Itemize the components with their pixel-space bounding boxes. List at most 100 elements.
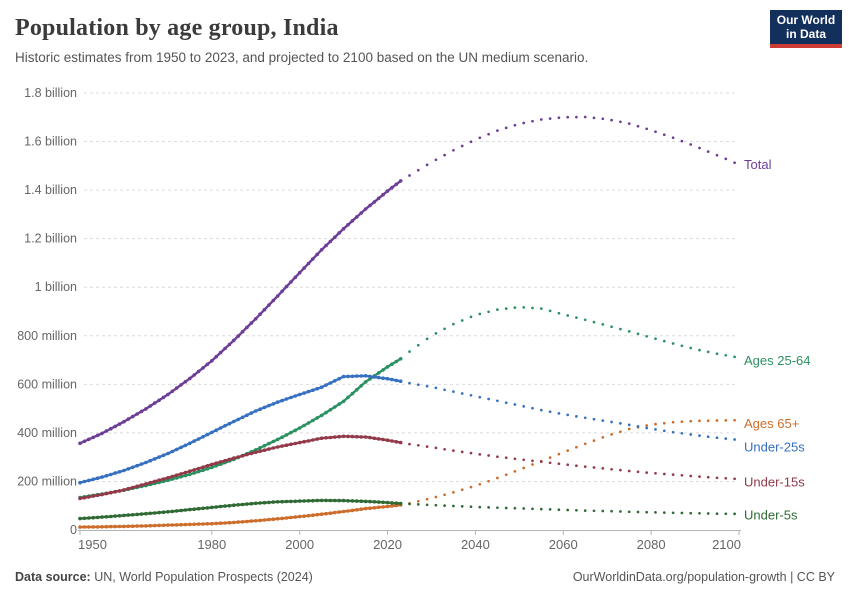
historic-point [398,179,403,183]
projected-point [408,442,411,446]
historic-point [135,524,139,528]
historic-point [205,432,210,437]
historic-point [100,525,104,529]
projected-point [724,437,728,440]
historic-point [161,523,166,528]
series-label[interactable]: Ages 65+ [744,416,799,431]
historic-point [376,437,381,441]
projected-point [504,126,508,130]
projected-point [416,499,420,503]
series-under-15s[interactable]: Under-15s [78,434,805,501]
historic-point [333,498,337,503]
projected-point [434,158,438,162]
projected-point [469,315,473,319]
historic-line[interactable] [79,357,402,499]
historic-point [363,374,368,378]
historic-point [328,435,333,440]
projected-point [557,311,561,315]
historic-point [82,495,87,500]
series-label[interactable]: Total [744,157,772,172]
historic-point [95,493,100,498]
historic-point [381,376,385,381]
historic-point [297,514,302,519]
historic-point [183,443,188,448]
historic-point [223,424,227,428]
series-ages-65-[interactable]: Ages 65+ [78,416,799,529]
historic-point [258,446,262,450]
projected-point [689,474,693,478]
historic-point [82,479,87,484]
historic-point [293,275,298,280]
series-under-25s[interactable]: Under-25s [78,374,805,485]
historic-point [240,520,245,524]
historic-point [122,468,126,473]
series-label[interactable]: Under-5s [744,508,798,523]
historic-point [394,182,399,187]
series-label[interactable]: Under-25s [744,439,805,454]
historic-point [179,472,183,476]
historic-point [188,507,192,512]
projected-point [619,468,622,472]
historic-point [275,517,280,521]
historic-point [372,500,377,504]
projected-point [425,384,429,388]
historic-point [232,520,236,525]
historic-point [210,359,214,363]
projected-point [680,511,684,515]
projected-point [583,509,587,512]
historic-point [148,523,153,528]
projected-point [724,476,728,480]
historic-point [333,379,337,383]
historic-point [368,435,372,440]
owid-logo[interactable]: Our World in Data [770,10,842,48]
projected-point [539,118,543,121]
projected-point [601,117,605,121]
projected-point [583,318,587,322]
historic-point [346,395,350,400]
historic-point [258,407,262,412]
projected-point [452,148,455,152]
historic-point [109,426,113,431]
historic-point [390,185,394,190]
projected-point [408,381,411,385]
projected-point [522,458,526,462]
historic-point [78,516,82,521]
historic-point [350,391,355,396]
projected-point [487,132,490,136]
series-ages-25-64[interactable]: Ages 25-64 [78,306,811,500]
owid-url-license[interactable]: OurWorldinData.org/population-growth | C… [572,570,835,584]
historic-point [135,484,139,489]
y-tick-label: 1.8 billion [24,86,77,100]
y-tick-label: 1.4 billion [24,183,77,197]
projected-point [689,143,693,146]
historic-point [223,458,227,463]
projected-point [548,461,552,465]
projected-point [680,431,684,435]
historic-point [280,444,284,448]
x-tick-label: 1980 [197,537,226,552]
historic-point [319,436,324,441]
projected-point [662,472,666,476]
historic-point [144,524,148,528]
projected-point [724,512,728,516]
series-label[interactable]: Under-15s [744,475,805,490]
historic-point [271,298,276,303]
historic-point [293,499,298,504]
series-total[interactable]: Total [78,115,772,446]
projected-point [513,506,517,510]
projected-point [496,476,499,480]
historic-point [328,511,333,515]
historic-point [346,499,350,503]
series-label[interactable]: Ages 25-64 [744,353,811,368]
series-under-5s[interactable]: Under-5s [78,498,798,523]
historic-point [210,505,214,510]
historic-point [333,510,337,515]
projected-point [610,420,613,424]
historic-point [284,499,289,504]
historic-point [271,402,276,406]
historic-point [236,417,240,422]
projected-point [689,346,693,350]
historic-point [122,524,126,529]
historic-point [201,468,205,473]
projected-point [548,309,552,313]
